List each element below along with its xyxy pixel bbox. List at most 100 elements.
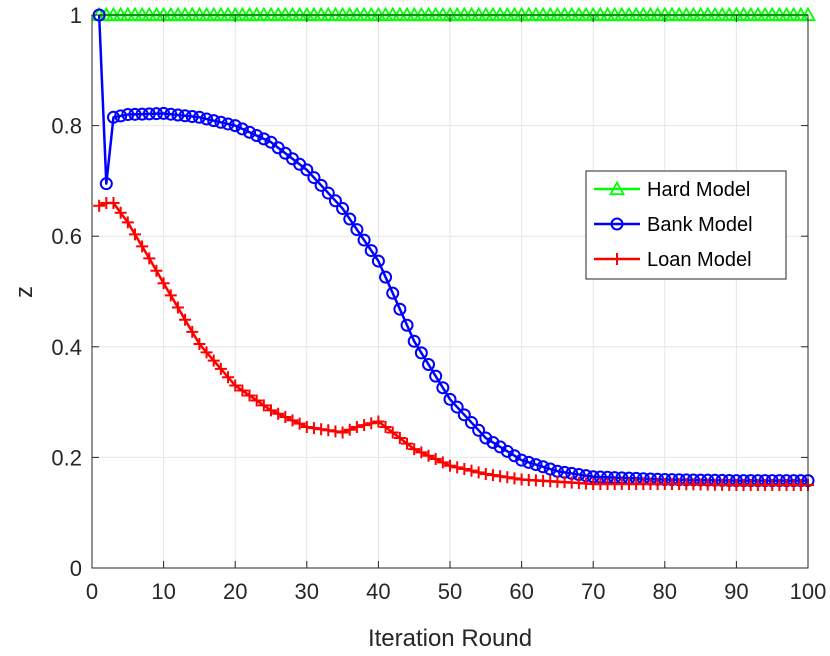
x-tick-label: 20 [223,579,247,604]
data-point-marker [414,346,428,360]
data-point-marker [386,286,400,300]
x-tick-label: 60 [509,579,533,604]
data-point-marker [265,404,277,417]
y-tick-label: 0.4 [51,335,82,360]
data-point-marker [149,107,163,121]
data-point-marker [350,223,364,237]
data-point-marker [501,471,514,484]
data-point-marker [436,456,449,469]
data-point-marker [307,422,320,435]
data-point-marker [350,420,363,433]
data-point-marker [300,420,313,433]
data-point-marker [458,463,471,476]
data-point-marker [400,318,414,332]
data-point-marker [157,106,171,120]
data-point-marker [114,206,127,219]
data-point-marker [229,379,242,392]
data-point-marker [451,461,464,474]
data-point-marker [407,334,421,348]
data-point-marker [543,462,557,476]
data-point-marker [164,107,178,121]
data-point-marker [371,254,385,268]
data-point-marker [457,408,471,422]
data-point-marker [408,443,421,456]
data-point-marker [150,264,163,277]
legend-marker [608,180,626,196]
data-point-marker [207,114,221,128]
y-tick-label: 0 [70,556,82,581]
legend-marker [610,217,624,231]
data-point-marker [401,437,414,450]
data-point-marker [178,109,192,123]
data-point-marker [272,407,285,420]
x-tick-label: 70 [581,579,605,604]
data-point-marker [250,129,264,143]
data-point-marker [128,228,141,241]
data-point-marker [479,467,492,480]
y-tick-label: 0.2 [51,445,82,470]
data-point-marker [93,199,106,212]
data-point-marker [443,392,457,406]
data-point-marker [121,216,134,229]
data-point-marker [192,110,206,124]
legend-entry-label: Hard Model [647,179,750,201]
data-point-marker [243,389,256,402]
data-point-marker [357,233,371,247]
data-point-marker [157,277,170,290]
data-point-marker [379,420,392,433]
data-point-marker [315,423,328,436]
data-point-marker [321,186,335,200]
data-point-marker [436,381,450,395]
y-tick-label: 0.6 [51,224,82,249]
data-point-marker [171,108,185,122]
x-tick-label: 80 [653,579,677,604]
data-point-marker [171,301,184,314]
y-tick-label: 1 [70,3,82,28]
data-point-marker [529,458,543,472]
data-point-marker [422,449,435,462]
data-point-marker [222,371,235,384]
data-point-marker [393,302,407,316]
data-point-marker [386,426,399,439]
data-point-marker [250,394,263,407]
y-axis-label: z [11,286,38,298]
data-point-marker [429,369,443,383]
data-point-marker [236,384,249,397]
data-point-marker [364,244,378,258]
data-point-marker [415,446,428,459]
data-point-marker [107,197,120,210]
data-point-marker [143,252,156,265]
data-point-marker [300,163,314,177]
data-point-marker [336,426,349,439]
data-point-marker [106,110,120,124]
data-point-marker [536,460,550,474]
data-point-marker [486,469,499,482]
data-point-marker [228,119,242,133]
data-point-marker [450,400,464,414]
data-point-marker [336,202,350,216]
x-axis-label: Iteration Round [368,625,532,652]
data-point-marker [193,338,206,351]
x-tick-label: 30 [295,579,319,604]
data-point-marker [142,107,156,121]
legend: Hard Model Bank Model Loan Model [585,170,787,280]
data-point-marker [365,417,378,430]
data-point-marker [200,112,214,126]
data-point-marker [185,110,199,124]
data-point-marker [329,425,342,438]
data-point-marker [136,240,149,253]
data-point-marker [508,472,521,485]
data-point-marker [472,466,485,479]
data-point-marker [293,417,306,430]
x-tick-label: 40 [366,579,390,604]
data-point-marker [343,212,357,226]
data-point-marker [257,132,271,146]
x-tick-label: 10 [151,579,175,604]
data-point-marker [121,108,135,122]
data-point-marker [200,346,213,359]
data-point-marker [114,109,128,123]
data-point-marker [128,107,142,121]
legend-entry-label: Loan Model [647,249,752,271]
data-point-marker [515,453,529,467]
